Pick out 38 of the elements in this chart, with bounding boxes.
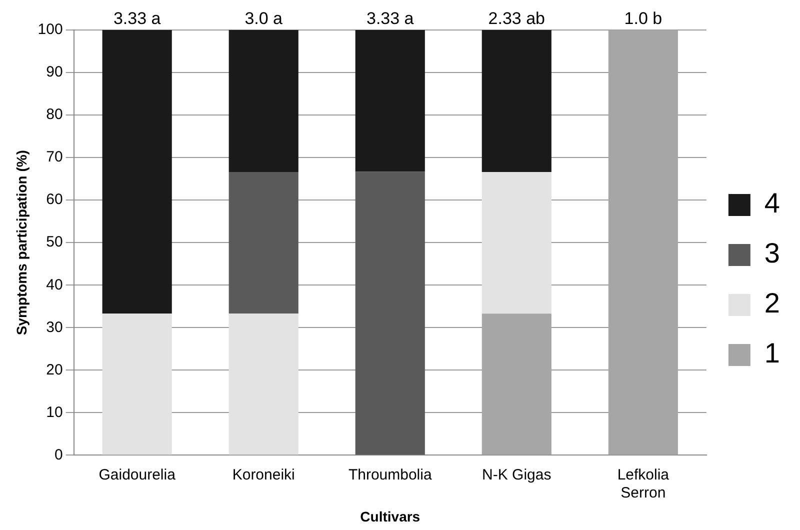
bar bbox=[608, 30, 678, 455]
x-axis-title: Cultivars bbox=[360, 508, 420, 524]
y-tick-label: 30 bbox=[46, 318, 63, 336]
y-tick-label: 20 bbox=[46, 361, 63, 378]
y-tick-label: 0 bbox=[54, 446, 63, 464]
y-tick-label: 100 bbox=[38, 21, 63, 38]
x-tick-label: N-K Gigas bbox=[482, 466, 552, 484]
bar bbox=[482, 172, 552, 314]
x-tick-label: Gaidourelia bbox=[98, 466, 176, 484]
legend-label: 1 bbox=[764, 338, 780, 369]
bar bbox=[102, 314, 172, 455]
annotation: 3.0 a bbox=[244, 9, 284, 28]
bar bbox=[102, 30, 172, 314]
legend-label: 4 bbox=[764, 188, 780, 219]
x-tick-label: Lefkolia Serron bbox=[617, 466, 670, 502]
y-axis-title: Symptoms participation (%) bbox=[13, 150, 30, 336]
y-tick-label: 80 bbox=[46, 106, 63, 124]
y-tick-label: 90 bbox=[46, 64, 63, 81]
bar bbox=[355, 172, 425, 455]
x-tick-label: Throumbolia bbox=[348, 466, 432, 484]
y-tick-label: 10 bbox=[46, 404, 63, 421]
annotation: 3.33 a bbox=[113, 9, 162, 28]
bar bbox=[482, 314, 552, 455]
bar bbox=[482, 30, 552, 172]
annotation: 1.0 b bbox=[624, 9, 662, 28]
y-tick-label: 60 bbox=[46, 191, 63, 208]
bar bbox=[228, 172, 298, 314]
annotation: 2.33 ab bbox=[488, 9, 546, 28]
x-tick-label: Koroneiki bbox=[232, 466, 295, 484]
y-tick-label: 40 bbox=[46, 276, 63, 294]
y-tick-label: 50 bbox=[46, 234, 63, 251]
y-tick-label: 70 bbox=[46, 148, 63, 166]
bar bbox=[228, 30, 298, 172]
legend-label: 2 bbox=[764, 288, 780, 319]
annotation: 3.33 a bbox=[366, 9, 414, 28]
bar bbox=[355, 30, 425, 172]
bar bbox=[228, 314, 298, 455]
legend-label: 3 bbox=[764, 238, 780, 269]
